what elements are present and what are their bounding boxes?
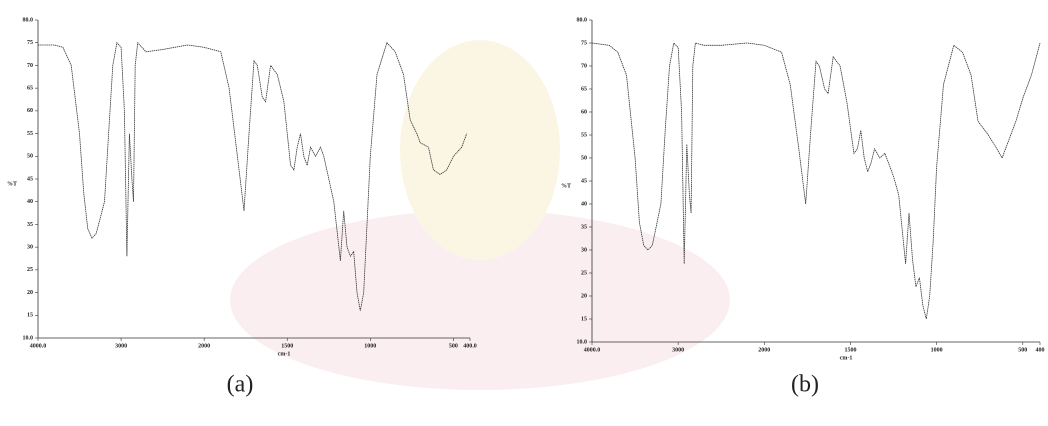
y-tick-label: 45 <box>27 176 33 182</box>
y-tick-label: 30 <box>27 245 33 251</box>
y-tick-label: 35 <box>581 224 587 230</box>
y-tick-label: 50 <box>581 155 587 161</box>
y-tick-label: 50 <box>27 154 33 160</box>
y-tick-label: 25 <box>27 267 33 273</box>
caption: (b) <box>791 372 819 398</box>
x-tick-label: 1500 <box>281 343 293 349</box>
x-tick-label: 2000 <box>198 343 210 349</box>
y-tick-label: 75 <box>581 40 587 46</box>
x-tick-label: 1500 <box>844 347 856 353</box>
y-tick-label: 40 <box>27 199 33 205</box>
y-tick-label: 20 <box>581 293 587 299</box>
y-tick-label: 25 <box>581 270 587 276</box>
y-tick-label: 30 <box>581 247 587 253</box>
caption: (a) <box>227 372 254 398</box>
x-tick-label: 2000 <box>758 347 770 353</box>
y-tick-label: 15 <box>27 313 33 319</box>
y-axis-label: %T <box>7 181 17 187</box>
x-tick-label: 1000 <box>364 343 376 349</box>
y-tick-label: 55 <box>581 132 587 138</box>
y-tick-label: 70 <box>581 63 587 69</box>
x-tick-label: 4000.0 <box>584 347 601 353</box>
y-tick-label: 10.0 <box>23 335 34 341</box>
y-tick-label: 75 <box>27 40 33 46</box>
spectrum-line <box>38 41 468 311</box>
x-tick-label: 500 <box>449 343 458 349</box>
x-tick-label: 3000 <box>115 343 127 349</box>
y-tick-label: 40 <box>581 201 587 207</box>
watermark <box>230 210 730 390</box>
x-tick-label: 500 <box>1018 347 1027 353</box>
y-tick-label: 60 <box>581 109 587 115</box>
y-tick-label: 10.0 <box>577 339 588 345</box>
y-tick-label: 60 <box>27 108 33 114</box>
x-axis-label: cm-1 <box>278 351 291 357</box>
y-axis-label: %T <box>561 183 571 189</box>
watermark <box>400 40 560 260</box>
x-tick-label: 4000.0 <box>30 343 47 349</box>
y-tick-label: 35 <box>27 222 33 228</box>
y-tick-label: 65 <box>27 86 33 92</box>
y-tick-label: 65 <box>581 86 587 92</box>
y-tick-label: 55 <box>27 131 33 137</box>
y-tick-label: 20 <box>27 290 33 296</box>
y-tick-label: 80.0 <box>577 17 588 23</box>
y-tick-label: 45 <box>581 178 587 184</box>
y-tick-label: 80.0 <box>23 17 34 23</box>
x-tick-label: 400.0 <box>463 343 477 349</box>
y-tick-label: 70 <box>27 63 33 69</box>
x-axis-label: cm-1 <box>840 355 853 361</box>
x-tick-label: 1000 <box>931 347 943 353</box>
y-tick-label: 15 <box>581 316 587 322</box>
x-tick-label: 3000 <box>672 347 684 353</box>
x-tick-label: 400 <box>1036 347 1045 353</box>
